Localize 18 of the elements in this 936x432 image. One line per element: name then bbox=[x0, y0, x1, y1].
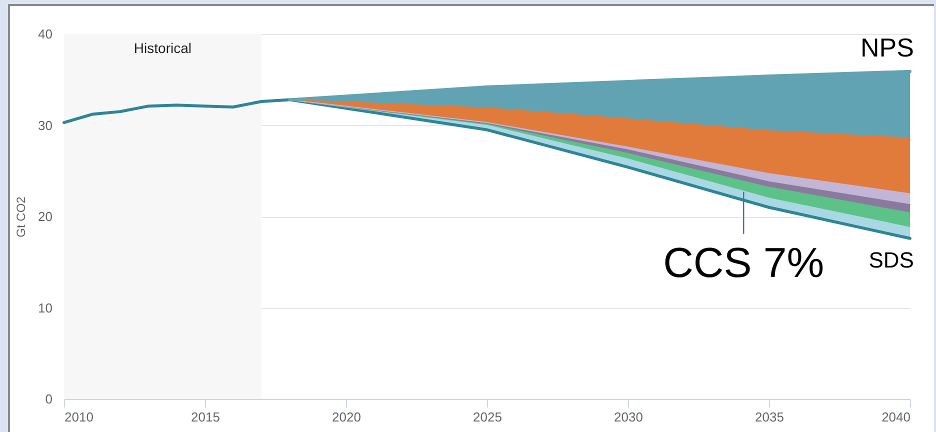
y-tick-label: 10 bbox=[38, 300, 52, 316]
annotation: CCS 7% bbox=[663, 238, 824, 286]
y-tick-label: 0 bbox=[45, 392, 52, 406]
y-tick-label: 20 bbox=[38, 209, 52, 224]
x-tick-label: 2040 bbox=[882, 410, 910, 424]
x-tick-label: 2010 bbox=[64, 410, 94, 424]
y-axis-title: Gt CO2 bbox=[14, 196, 28, 238]
y-tick-label: 40 bbox=[38, 26, 52, 42]
series-label: SDS bbox=[868, 247, 914, 272]
line-series bbox=[62, 98, 912, 240]
y-tick-label: 30 bbox=[38, 118, 52, 133]
x-tick-label: 2025 bbox=[473, 410, 502, 424]
x-tick-label: 2035 bbox=[755, 410, 784, 424]
x-tick-label: 2015 bbox=[191, 410, 220, 424]
x-tick-label: 2030 bbox=[614, 410, 643, 424]
series-label: NPS bbox=[860, 32, 914, 62]
x-tick-label: 2020 bbox=[332, 410, 361, 424]
band-label: Historical bbox=[134, 40, 192, 56]
